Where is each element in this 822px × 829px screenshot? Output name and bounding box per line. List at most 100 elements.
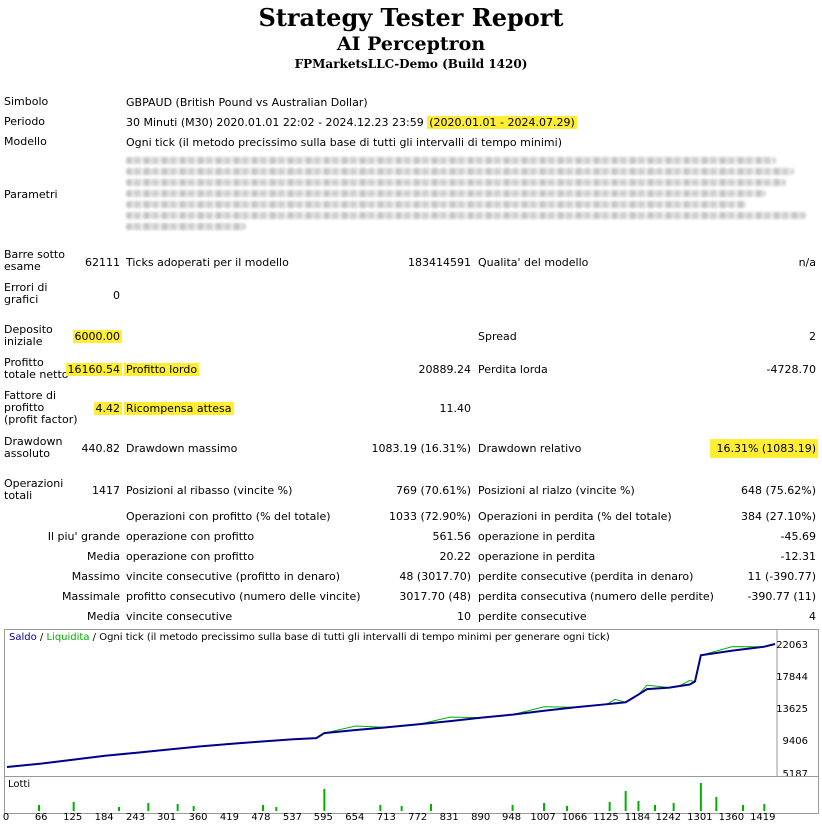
x-tick-label: 595: [313, 812, 333, 823]
short-label: Posizioni al ribasso (vincite %): [126, 484, 293, 497]
lots-bar: [192, 806, 195, 811]
lots-bar: [511, 805, 514, 811]
y-tick-label: 5187: [782, 769, 808, 780]
simbolo-label: Simbolo: [4, 95, 49, 108]
x-tick-label: 1419: [750, 812, 776, 823]
maxl-cons-loss-label: perdita consecutiva (numero delle perdit…: [478, 590, 714, 603]
spread-value: 2: [809, 330, 816, 343]
operazioni-value: 1417: [92, 484, 120, 497]
periodo-label: Periodo: [4, 115, 46, 128]
loss-value: 384 (27.10%): [740, 510, 816, 523]
lots-bar: [38, 805, 40, 811]
avg-loss-label: operazione in perdita: [478, 550, 596, 563]
dd-rel-value: 16.31% (1083.19): [710, 439, 818, 458]
max-cons-win-value: 48 (3017.70): [399, 570, 471, 583]
media2-label: Media: [86, 610, 120, 623]
spread-label: Spread: [478, 330, 517, 343]
modello-label: Modello: [4, 135, 47, 148]
x-tick-label: 537: [282, 812, 302, 823]
max-cons-win-label: vincite consecutive (profitto in denaro): [126, 570, 340, 583]
avg-cons-loss-value: 4: [809, 610, 816, 623]
lots-bar: [176, 804, 179, 811]
x-tick-label: 184: [94, 812, 114, 823]
periodo-value: 30 Minuti (M30) 2020.01.01 22:02 - 2024.…: [126, 116, 577, 129]
lots-chart: Lotti: [4, 776, 819, 814]
avg-cons-loss-label: perdite consecutive: [478, 610, 587, 623]
errori-label: Errori di grafici: [4, 281, 48, 306]
lots-bar: [400, 806, 403, 811]
balance-chart-svg: [6, 630, 778, 776]
largest-loss-label: operazione in perdita: [478, 530, 596, 543]
legend-description: / Ogni tick (il metodo precissimo sulla …: [89, 632, 610, 643]
barre-label: Barre sotto esame: [4, 248, 65, 273]
y-tick-label: 17844: [776, 672, 808, 683]
x-tick-label: 1184: [624, 812, 651, 823]
equity-line: [6, 643, 776, 768]
maxl-cons-loss-value: -390.77 (11): [747, 590, 816, 603]
legend-saldo: Saldo: [9, 632, 37, 643]
lots-bar: [72, 802, 75, 811]
x-tick-label: 1242: [655, 812, 682, 823]
lots-bar: [699, 783, 702, 811]
lots-bar: [624, 791, 627, 811]
largest-loss-value: -45.69: [780, 530, 816, 543]
x-tick-label: 1301: [687, 812, 713, 823]
x-tick-label: 1125: [593, 812, 619, 823]
lots-label: Lotti: [8, 779, 31, 790]
fattore-value: 4.42: [93, 402, 122, 415]
largest-win-value: 561.56: [432, 530, 472, 543]
x-tick-label: 654: [345, 812, 365, 823]
lots-chart-svg: [38, 783, 766, 811]
long-label: Posizioni al rialzo (vincite %): [478, 484, 635, 497]
x-tick-label: 772: [408, 812, 428, 823]
short-value: 769 (70.61%): [395, 484, 471, 497]
avg-win-label: operazione con profitto: [126, 550, 255, 563]
ricompensa-label: Ricompensa attesa: [124, 402, 234, 415]
x-tick-label: 0: [2, 812, 10, 823]
x-tick-label: 831: [439, 812, 459, 823]
max-cons-loss-label: perdite consecutive (perdita in denaro): [478, 570, 694, 583]
legend-liquidita: Liquidita: [46, 632, 90, 643]
operazioni-label: Operazioni totali: [4, 477, 64, 502]
lots-bar: [715, 797, 718, 811]
lots-bar: [379, 805, 382, 811]
x-tick-label: 1066: [561, 812, 588, 823]
simbolo-value: GBPAUD (British Pound vs Australian Doll…: [126, 96, 368, 109]
ricompensa-value: 11.40: [439, 402, 472, 415]
lots-bar: [672, 803, 675, 811]
max-cons-loss-value: 11 (-390.77): [747, 570, 816, 583]
largest-label: Il piu' grande: [47, 530, 120, 543]
deposito-label: Deposito iniziale: [4, 323, 53, 348]
loss-label: Operazioni in perdita (% del totale): [478, 510, 672, 523]
lordo-value: 20889.24: [418, 363, 472, 376]
lots-bar: [763, 804, 766, 811]
parametri-label: Parametri: [4, 188, 58, 201]
massimo-label: Massimo: [71, 570, 120, 583]
legend-sep: /: [36, 632, 47, 643]
profitto-value: 16160.54: [65, 363, 122, 376]
x-tick-label: 66: [34, 812, 48, 823]
y-tick-label: 13625: [776, 704, 808, 715]
long-value: 648 (75.62%): [740, 484, 816, 497]
expert-name: AI Perceptron: [336, 33, 486, 55]
x-tick-label: 1360: [718, 812, 745, 823]
barre-value: 62111: [85, 256, 120, 269]
x-tick-label: 301: [156, 812, 177, 823]
x-tick-label: 125: [63, 812, 83, 823]
report-title: Strategy Tester Report: [258, 3, 564, 32]
lots-bar: [566, 806, 568, 811]
deposito-value: 6000.00: [72, 330, 122, 343]
lots-bar: [543, 803, 546, 811]
dd-max-value: 1083.19 (16.31%): [371, 442, 471, 455]
lots-bar: [637, 801, 640, 811]
x-tick-label: 713: [376, 812, 396, 823]
x-tick-label: 478: [251, 812, 271, 823]
perdita-lorda-label: Perdita lorda: [478, 363, 548, 376]
lots-bar: [608, 802, 611, 811]
avg-cons-win-label: vincite consecutive: [126, 610, 233, 623]
avg-loss-value: -12.31: [780, 550, 816, 563]
y-tick-label: 9406: [782, 736, 808, 747]
ticks-value: 183414591: [408, 256, 471, 269]
lots-bar: [275, 807, 278, 811]
lordo-label: Profitto lordo: [124, 363, 200, 376]
